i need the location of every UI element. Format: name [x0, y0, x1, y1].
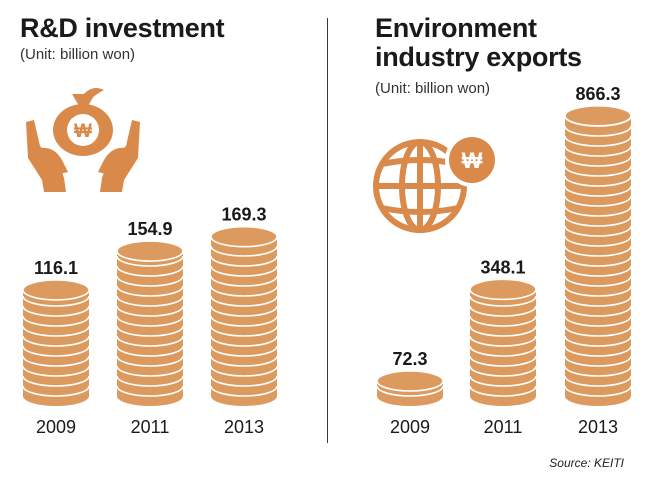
exports-unit: (Unit: billion won): [375, 80, 491, 97]
value-label-rd-2009: 116.1: [34, 258, 78, 278]
exports-title: Environment industry exports: [375, 13, 582, 72]
coin-stack-rd-2009: [22, 279, 90, 406]
value-label-exports-2013: 866.3: [575, 84, 620, 104]
svg-text:₩: ₩: [74, 121, 92, 142]
value-label-rd-2013: 169.3: [221, 205, 266, 225]
category-label-exports-2011: 2011: [484, 417, 523, 437]
globe-won-icon: ₩: [368, 128, 508, 243]
coin-stack-rd-2011: [116, 240, 184, 406]
category-label-rd-2011: 2011: [131, 417, 170, 437]
value-label-rd-2011: 154.9: [127, 219, 172, 239]
category-label-exports-2009: 2009: [390, 417, 430, 437]
coin-stack-exports-2011: [469, 278, 537, 406]
money-bag-hands-icon: ₩: [20, 82, 145, 202]
coin-stack-rd-2013: [210, 225, 278, 406]
rd-investment-panel: R&D investment (Unit: billion won) ₩: [20, 13, 225, 202]
value-label-exports-2011: 348.1: [480, 257, 525, 277]
source-note: Source: KEITI: [549, 456, 624, 470]
category-label-rd-2009: 2009: [36, 417, 76, 437]
coin-stack-exports-2009: [376, 370, 444, 406]
exports-panel: Environment industry exports (Unit: bill…: [330, 0, 650, 480]
category-label-exports-2013: 2013: [578, 417, 618, 437]
value-label-exports-2009: 72.3: [392, 349, 427, 369]
svg-text:₩: ₩: [462, 148, 483, 173]
panel-divider: [327, 18, 328, 443]
rd-investment-title: R&D investment: [20, 13, 225, 43]
category-label-rd-2013: 2013: [224, 417, 264, 437]
coin-stack-exports-2013: [564, 104, 632, 406]
rd-investment-unit: (Unit: billion won): [20, 46, 136, 63]
